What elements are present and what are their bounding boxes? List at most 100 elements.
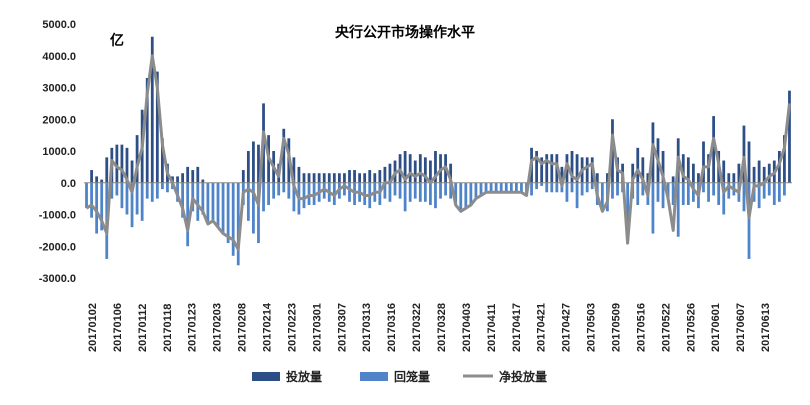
withdrawal-bar xyxy=(216,182,220,228)
withdrawal-bar xyxy=(272,182,276,199)
x-tick-label: 20170208 xyxy=(237,303,249,352)
withdrawal-bar xyxy=(783,182,786,196)
withdrawal-bar xyxy=(626,182,630,244)
release-bar xyxy=(282,128,286,183)
x-tick-label: 20170613 xyxy=(760,303,772,352)
release-bar xyxy=(150,36,154,183)
withdrawal-bar xyxy=(686,182,690,205)
withdrawal-bar xyxy=(707,182,710,202)
release-bar xyxy=(307,173,311,183)
withdrawal-bar xyxy=(181,182,185,218)
withdrawal-bar xyxy=(125,182,129,215)
withdrawal-bar xyxy=(469,182,473,205)
release-bar xyxy=(661,151,665,183)
withdrawal-bar xyxy=(504,182,508,193)
release-bar xyxy=(363,173,367,183)
withdrawal-bar xyxy=(636,182,640,205)
withdrawal-bar xyxy=(661,182,665,209)
withdrawal-bar xyxy=(378,182,382,205)
x-tick-label: 20170421 xyxy=(536,303,548,352)
withdrawal-bar xyxy=(580,182,584,196)
withdrawal-bar xyxy=(489,182,493,193)
withdrawal-bar xyxy=(252,182,255,234)
withdrawal-bar xyxy=(560,182,564,193)
release-bar xyxy=(540,157,544,183)
release-bar xyxy=(636,147,640,183)
release-bar xyxy=(120,144,124,183)
withdrawal-bar xyxy=(641,182,645,196)
release-bar xyxy=(90,170,93,183)
withdrawal-bar xyxy=(727,182,731,199)
release-bar xyxy=(560,166,564,183)
series-release-bars xyxy=(90,36,791,183)
release-bar xyxy=(115,144,119,183)
withdrawal-bar xyxy=(747,182,751,259)
x-tick-label: 20170301 xyxy=(311,303,323,352)
release-bar xyxy=(545,154,549,183)
x-tick-label: 20170411 xyxy=(486,304,498,352)
x-tick-label: 20170516 xyxy=(635,303,647,352)
withdrawal-bar xyxy=(509,182,513,193)
release-bar xyxy=(130,160,134,183)
withdrawal-bar xyxy=(600,182,604,212)
release-bar xyxy=(186,166,190,183)
chart-title: 央行公开市场操作水平 xyxy=(335,24,475,41)
release-bar xyxy=(449,163,453,183)
release-bar xyxy=(105,157,109,183)
withdrawal-bar xyxy=(302,182,306,209)
withdrawal-bar xyxy=(555,182,559,193)
release-bar xyxy=(595,173,599,183)
release-bar xyxy=(762,166,766,183)
withdrawal-bar xyxy=(393,182,397,196)
withdrawal-bar xyxy=(691,182,695,202)
withdrawal-bar xyxy=(85,182,88,209)
withdrawal-bar xyxy=(282,182,286,193)
legend-item-release: 投放量 xyxy=(252,369,322,384)
withdrawal-bar xyxy=(166,182,169,193)
withdrawal-bar xyxy=(514,182,518,193)
x-tick-label: 20170307 xyxy=(336,303,348,352)
release-bar xyxy=(697,173,700,183)
withdrawal-bar xyxy=(206,182,210,225)
y-tick-label: -3000.0 xyxy=(39,273,76,285)
x-tick-label: 20170509 xyxy=(611,303,623,352)
y-tick-label: 5000.0 xyxy=(42,19,76,31)
release-bar xyxy=(181,173,185,183)
withdrawal-bar xyxy=(150,182,154,202)
x-tick-label: 20170417 xyxy=(511,303,523,352)
release-bar xyxy=(100,179,104,183)
x-tick-label: 20170203 xyxy=(212,303,224,352)
withdrawal-bar xyxy=(423,182,427,202)
release-bar xyxy=(302,173,306,183)
legend-label-release: 投放量 xyxy=(286,369,322,384)
release-bar xyxy=(353,170,356,183)
release-bar xyxy=(747,141,751,183)
x-tick-label: 20170123 xyxy=(187,303,199,352)
y-tick-label: 2000.0 xyxy=(42,114,76,126)
release-bar xyxy=(783,135,786,183)
release-bar xyxy=(246,151,250,183)
x-tick-label: 20170313 xyxy=(361,303,373,352)
withdrawal-bar xyxy=(717,182,721,205)
release-bar xyxy=(125,147,129,183)
withdrawal-bar xyxy=(585,182,589,193)
release-bar xyxy=(722,160,726,183)
withdrawal-bar xyxy=(474,182,478,199)
withdrawal-bar xyxy=(201,182,205,215)
x-tick-label: 20170118 xyxy=(162,304,174,352)
release-bar xyxy=(606,173,609,183)
release-bar xyxy=(383,166,387,183)
legend: 投放量 回笼量 净投放量 xyxy=(252,369,547,384)
release-bar xyxy=(327,173,331,183)
release-bar xyxy=(727,173,731,183)
withdrawal-bar xyxy=(712,182,716,196)
x-tick-label: 20170102 xyxy=(87,303,99,352)
release-bar xyxy=(707,154,710,183)
withdrawal-bar xyxy=(155,182,159,199)
series-net-line xyxy=(85,54,791,251)
release-bar xyxy=(332,173,336,183)
x-tick-label: 20170427 xyxy=(561,303,573,352)
withdrawal-bar xyxy=(575,182,579,209)
withdrawal-bar xyxy=(762,182,766,199)
withdrawal-bar xyxy=(590,182,594,190)
